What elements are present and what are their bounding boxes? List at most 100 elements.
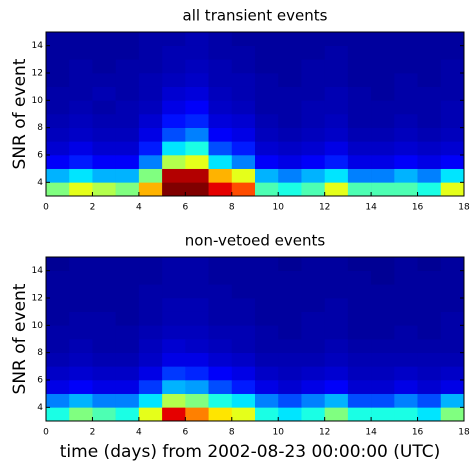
heat-cell <box>69 352 93 367</box>
heat-cell <box>185 59 209 74</box>
heat-cell <box>115 32 140 46</box>
heat-cell <box>255 407 279 422</box>
heat-cell <box>324 284 349 299</box>
heat-cell <box>394 86 418 101</box>
heat-cell <box>46 325 70 340</box>
heat-cell <box>324 298 349 312</box>
heat-cell <box>138 127 163 142</box>
heat-cell <box>69 32 93 46</box>
y-tick-label: 4 <box>37 178 43 188</box>
heat-cell <box>69 380 93 394</box>
heat-cell <box>324 168 349 183</box>
heat-cell <box>162 284 186 299</box>
heat-cell <box>301 141 325 156</box>
heat-cell <box>115 352 140 367</box>
x-tick-label: 16 <box>412 428 424 438</box>
heat-cell <box>347 270 372 285</box>
heat-cell <box>417 339 442 353</box>
heat-cell <box>371 155 395 169</box>
heat-cell <box>92 114 116 128</box>
heat-cell <box>115 114 140 128</box>
heat-cell <box>324 325 349 340</box>
heat-cell <box>138 311 163 326</box>
heat-cell <box>324 141 349 156</box>
heat-cell <box>255 155 279 169</box>
heat-cell <box>324 393 349 408</box>
heat-cell <box>371 114 395 128</box>
heat-cell <box>278 182 302 197</box>
heat-cell <box>69 339 93 353</box>
heat-cell <box>208 339 233 353</box>
heat-cell <box>278 257 302 271</box>
heat-cell <box>394 73 418 87</box>
heat-cell <box>255 380 279 394</box>
heat-cell <box>115 311 140 326</box>
heat-cell <box>301 32 325 46</box>
heat-cell <box>371 45 395 60</box>
heat-cell <box>347 352 372 367</box>
heat-cell <box>46 45 70 60</box>
heat-cell <box>138 407 163 422</box>
heat-cell <box>185 270 209 285</box>
heat-cell <box>115 366 140 381</box>
heat-cell <box>185 339 209 353</box>
heat-cell <box>185 407 209 422</box>
heat-cell <box>324 257 349 271</box>
heat-cell <box>208 284 233 299</box>
heat-cell <box>417 298 442 312</box>
heat-cell <box>185 366 209 381</box>
heat-cell <box>347 73 372 87</box>
heat-cell <box>324 45 349 60</box>
heat-cell <box>394 352 418 367</box>
heat-cell <box>162 407 186 422</box>
heat-cell <box>417 284 442 299</box>
y-tick-label: 12 <box>32 69 43 79</box>
heat-cell <box>69 141 93 156</box>
heat-cell <box>371 352 395 367</box>
heat-cell <box>394 257 418 271</box>
heat-cell <box>208 114 233 128</box>
heat-cell <box>371 339 395 353</box>
heat-cell <box>138 141 163 156</box>
heat-cell <box>278 114 302 128</box>
heat-cell <box>69 114 93 128</box>
heat-cell <box>46 393 70 408</box>
heat-cell <box>301 86 325 101</box>
heat-cell <box>115 325 140 340</box>
heat-cell <box>301 407 325 422</box>
heat-cell <box>231 352 256 367</box>
heat-cell <box>185 114 209 128</box>
heat-cell <box>185 325 209 340</box>
heat-cell <box>46 114 70 128</box>
heat-cell <box>440 284 465 299</box>
heat-cell <box>417 257 442 271</box>
heat-cell <box>162 257 186 271</box>
heat-cell <box>417 155 442 169</box>
heat-cell <box>440 127 465 142</box>
heat-cell <box>301 366 325 381</box>
heat-cell <box>301 59 325 74</box>
heat-cell <box>324 59 349 74</box>
heat-cell <box>69 155 93 169</box>
heat-cell <box>92 45 116 60</box>
y-tick-label: 6 <box>37 376 43 386</box>
heat-cell <box>440 100 465 115</box>
heat-cell <box>440 257 465 271</box>
heat-cell <box>255 352 279 367</box>
heat-cell <box>417 407 442 422</box>
heat-cell <box>301 284 325 299</box>
heat-cell <box>208 257 233 271</box>
heat-cell <box>92 352 116 367</box>
heat-cell <box>371 366 395 381</box>
heat-cell <box>231 59 256 74</box>
y-axis-label: SNR of event <box>10 58 30 169</box>
heat-cell <box>278 393 302 408</box>
heat-cell <box>115 141 140 156</box>
heat-cell <box>69 168 93 183</box>
heat-cell <box>231 366 256 381</box>
heat-cell <box>138 366 163 381</box>
x-tick-label: 16 <box>412 203 424 213</box>
heat-cell <box>69 298 93 312</box>
heat-cell <box>138 114 163 128</box>
